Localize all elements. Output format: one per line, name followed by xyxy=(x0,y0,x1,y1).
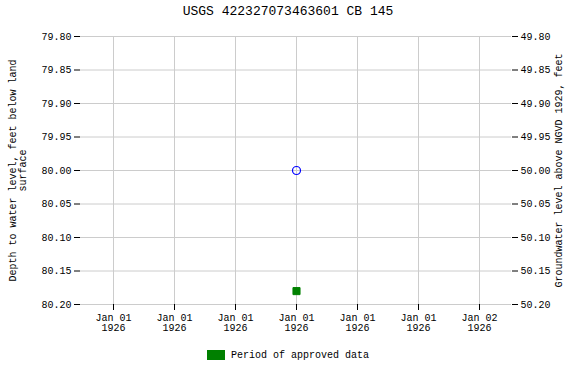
svg-text:Groundwater level above NGVD 1: Groundwater level above NGVD 1929, feet xyxy=(554,53,565,287)
html-text:Period of approved data: Period of approved data xyxy=(231,349,369,361)
svg-text:Jan 011926: Jan 011926 xyxy=(217,313,253,334)
svg-text:79.85: 79.85 xyxy=(41,65,71,76)
svg-text:79.80: 79.80 xyxy=(41,32,71,43)
svg-text:49.95: 49.95 xyxy=(521,132,551,143)
svg-text:50.05: 50.05 xyxy=(521,199,551,210)
svg-text:80.10: 80.10 xyxy=(41,233,71,244)
svg-text:Jan 011926: Jan 011926 xyxy=(339,313,375,334)
svg-text:50.15: 50.15 xyxy=(521,266,551,277)
svg-text:79.95: 79.95 xyxy=(41,132,71,143)
svg-text:Jan 011926: Jan 011926 xyxy=(95,313,131,334)
svg-text:80.05: 80.05 xyxy=(41,199,71,210)
svg-text:80.20: 80.20 xyxy=(41,300,71,311)
svg-text:79.90: 79.90 xyxy=(41,99,71,110)
svg-text:80.15: 80.15 xyxy=(41,266,71,277)
svg-text:Jan 011926: Jan 011926 xyxy=(278,313,314,334)
svg-text:Jan 011926: Jan 011926 xyxy=(400,313,436,334)
svg-text:50.00: 50.00 xyxy=(521,166,551,177)
svg-text:49.90: 49.90 xyxy=(521,99,551,110)
svg-text:50.20: 50.20 xyxy=(521,300,551,311)
svg-text:50.10: 50.10 xyxy=(521,233,551,244)
svg-text:Jan 021926: Jan 021926 xyxy=(461,313,497,334)
svg-text:80.00: 80.00 xyxy=(41,166,71,177)
svg-text:49.85: 49.85 xyxy=(521,65,551,76)
svg-text:49.80: 49.80 xyxy=(521,32,551,43)
svg-text:Jan 011926: Jan 011926 xyxy=(156,313,192,334)
svg-text:Depth to water level, feet bel: Depth to water level, feet below landsur… xyxy=(8,59,29,281)
html-text:USGS 422327073463601 CB 145: USGS 422327073463601 CB 145 xyxy=(182,4,394,19)
